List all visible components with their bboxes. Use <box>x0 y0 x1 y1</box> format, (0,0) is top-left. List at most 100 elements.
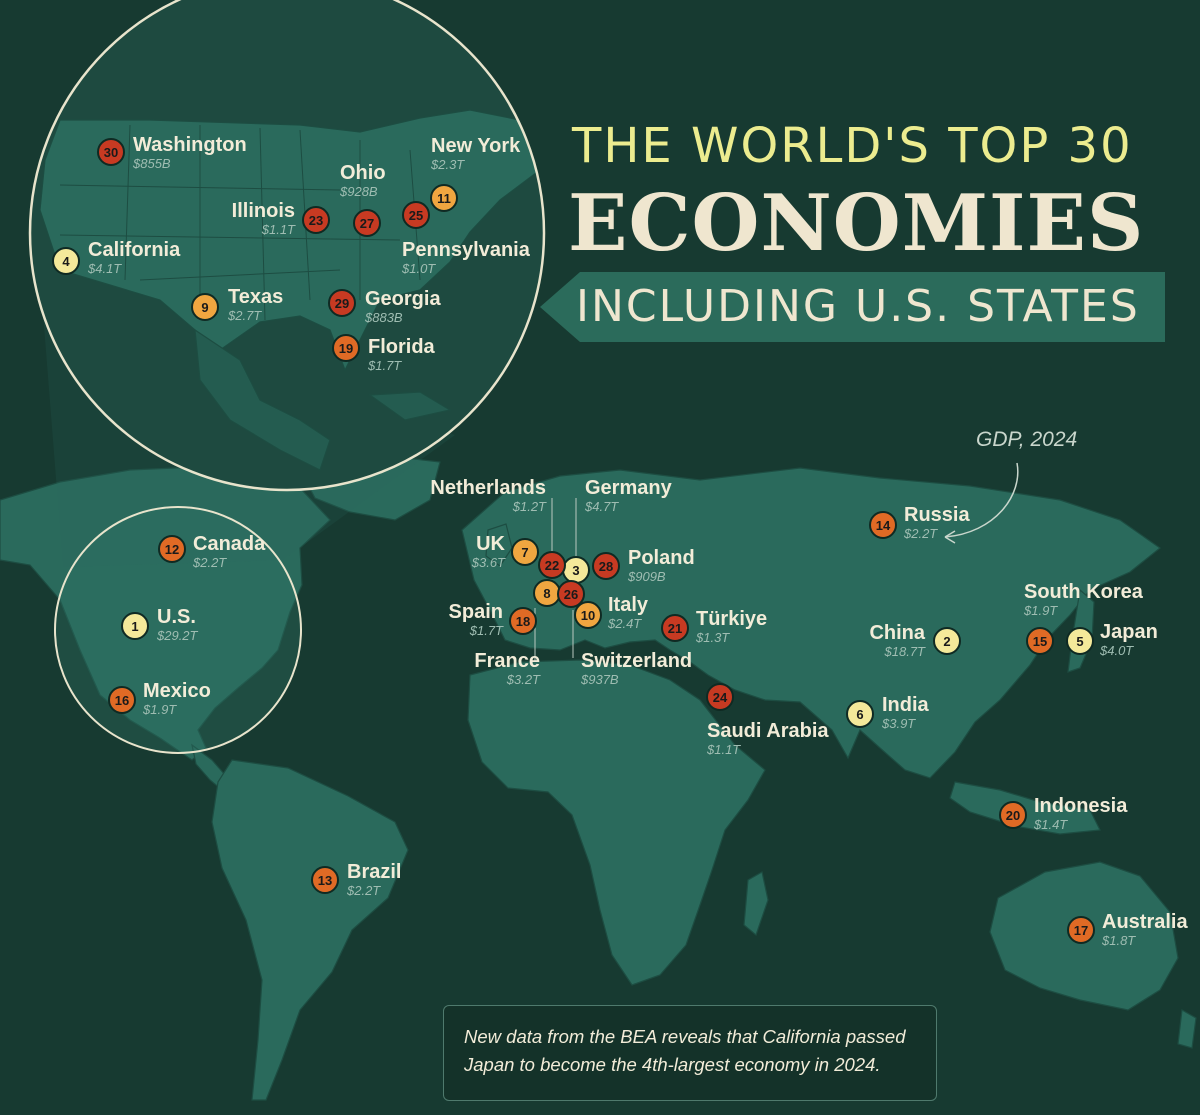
title-band <box>540 272 1165 342</box>
title-line-2: ECONOMIES <box>568 178 1145 269</box>
rank-marker-us[interactable]: 1 <box>121 612 149 640</box>
rank-marker-illinois[interactable]: 23 <box>302 206 330 234</box>
rank-marker-china[interactable]: 2 <box>933 627 961 655</box>
economy-name: U.S. <box>157 606 196 628</box>
label-new-york: New York $2.3T <box>431 135 520 173</box>
economy-name: Switzerland <box>581 650 693 672</box>
rank-marker-netherlands[interactable]: 22 <box>538 551 566 579</box>
label-turkiye: Türkiye $1.3T <box>696 608 767 646</box>
rank-marker-uk[interactable]: 7 <box>511 538 539 566</box>
economy-gdp: $29.2T <box>157 628 198 643</box>
label-australia: Australia $1.8T <box>1102 911 1188 949</box>
label-germany: Germany $4.7T <box>585 477 672 515</box>
rank-marker-italy[interactable]: 10 <box>574 601 602 629</box>
label-illinois: Illinois $1.1T <box>220 200 295 238</box>
economy-gdp: $3.9T <box>882 716 916 731</box>
rank-marker-saudi-arabia[interactable]: 24 <box>706 683 734 711</box>
rank-marker-pennsylvania[interactable]: 25 <box>402 201 430 229</box>
economy-gdp: $2.7T <box>228 308 262 323</box>
economy-name: Netherlands <box>430 477 546 499</box>
economy-name: Poland <box>628 547 695 569</box>
rank-marker-south-korea[interactable]: 15 <box>1026 627 1054 655</box>
economy-name: Russia <box>904 504 970 526</box>
rank-marker-georgia[interactable]: 29 <box>328 289 356 317</box>
economy-name: New York <box>431 135 521 157</box>
label-japan: Japan $4.0T <box>1100 621 1158 659</box>
footnote-box: New data from the BEA reveals that Calif… <box>443 1005 937 1101</box>
rank-marker-switzerland[interactable]: 26 <box>557 580 585 608</box>
label-uk: UK $3.6T <box>450 533 505 571</box>
label-poland: Poland $909B <box>628 547 695 585</box>
economy-gdp: $1.1T <box>707 742 741 757</box>
economy-gdp: $883B <box>365 310 403 325</box>
label-switzerland: Switzerland $937B <box>581 650 692 688</box>
economy-gdp: $4.0T <box>1100 643 1134 658</box>
rank-marker-brazil[interactable]: 13 <box>311 866 339 894</box>
economy-gdp: $1.9T <box>1024 603 1058 618</box>
rank-marker-indonesia[interactable]: 20 <box>999 801 1027 829</box>
rank-marker-australia[interactable]: 17 <box>1067 916 1095 944</box>
economy-name: Ohio <box>340 162 386 184</box>
economy-name: Italy <box>608 594 649 616</box>
label-russia: Russia $2.2T <box>904 504 970 542</box>
label-indonesia: Indonesia $1.4T <box>1034 795 1127 833</box>
economy-name: Texas <box>228 286 284 308</box>
rank-marker-russia[interactable]: 14 <box>869 511 897 539</box>
rank-marker-poland[interactable]: 28 <box>592 552 620 580</box>
economy-gdp: $4.1T <box>88 261 122 276</box>
rank-marker-japan[interactable]: 5 <box>1066 627 1094 655</box>
eurasia <box>461 467 1162 779</box>
rank-marker-turkiye[interactable]: 21 <box>661 614 689 642</box>
economy-gdp: $1.7T <box>368 358 402 373</box>
rank-marker-florida[interactable]: 19 <box>332 334 360 362</box>
economy-gdp: $2.2T <box>904 526 938 541</box>
rank-marker-spain[interactable]: 18 <box>509 607 537 635</box>
economy-gdp: $1.9T <box>143 702 177 717</box>
rank-marker-washington[interactable]: 30 <box>97 138 125 166</box>
economy-gdp: $855B <box>133 156 171 171</box>
label-california: California $4.1T <box>88 239 180 277</box>
economy-name: Illinois <box>231 200 295 222</box>
british-isles <box>485 523 513 567</box>
label-florida: Florida $1.7T <box>368 336 435 374</box>
economy-gdp: $4.7T <box>585 499 619 514</box>
label-india: India $3.9T <box>882 694 929 732</box>
economy-gdp: $3.6T <box>471 555 505 570</box>
label-brazil: Brazil $2.2T <box>347 861 401 899</box>
economy-name: Indonesia <box>1034 795 1128 817</box>
rank-marker-canada[interactable]: 12 <box>158 535 186 563</box>
rank-marker-texas[interactable]: 9 <box>191 293 219 321</box>
rank-marker-california[interactable]: 4 <box>52 247 80 275</box>
label-georgia: Georgia $883B <box>365 288 441 326</box>
economy-name: South Korea <box>1024 581 1143 603</box>
label-spain: Spain $1.7T <box>440 601 503 639</box>
economy-name: Washington <box>133 134 247 156</box>
label-south-korea: South Korea $1.9T <box>1024 581 1143 619</box>
gdp-year-note: GDP, 2024 <box>976 428 1078 451</box>
economy-name: France <box>474 650 540 672</box>
rank-marker-india[interactable]: 6 <box>846 700 874 728</box>
rank-marker-ohio[interactable]: 27 <box>353 209 381 237</box>
economy-name: Brazil <box>347 861 402 883</box>
economy-gdp: $937B <box>581 672 619 687</box>
economy-name: Australia <box>1102 911 1188 933</box>
economy-gdp: $1.0T <box>402 261 436 276</box>
economy-gdp: $1.4T <box>1034 817 1068 832</box>
economy-gdp: $2.2T <box>193 555 227 570</box>
rank-marker-new-york[interactable]: 11 <box>430 184 458 212</box>
label-netherlands: Netherlands $1.2T <box>420 477 546 515</box>
economy-gdp: $1.7T <box>469 623 503 638</box>
economy-gdp: $1.3T <box>696 630 730 645</box>
rank-marker-mexico[interactable]: 16 <box>108 686 136 714</box>
economy-name: China <box>869 622 925 644</box>
economy-name: Mexico <box>143 680 211 702</box>
economy-gdp: $2.2T <box>347 883 381 898</box>
economy-name: Florida <box>368 336 435 358</box>
economy-name: Japan <box>1100 621 1158 643</box>
economy-name: India <box>882 694 929 716</box>
label-ohio: Ohio $928B <box>340 162 386 200</box>
economy-name: Canada <box>193 533 266 555</box>
gdp-note-arrow <box>944 462 1019 544</box>
label-texas: Texas $2.7T <box>228 286 283 324</box>
economy-gdp: $3.2T <box>506 672 540 687</box>
